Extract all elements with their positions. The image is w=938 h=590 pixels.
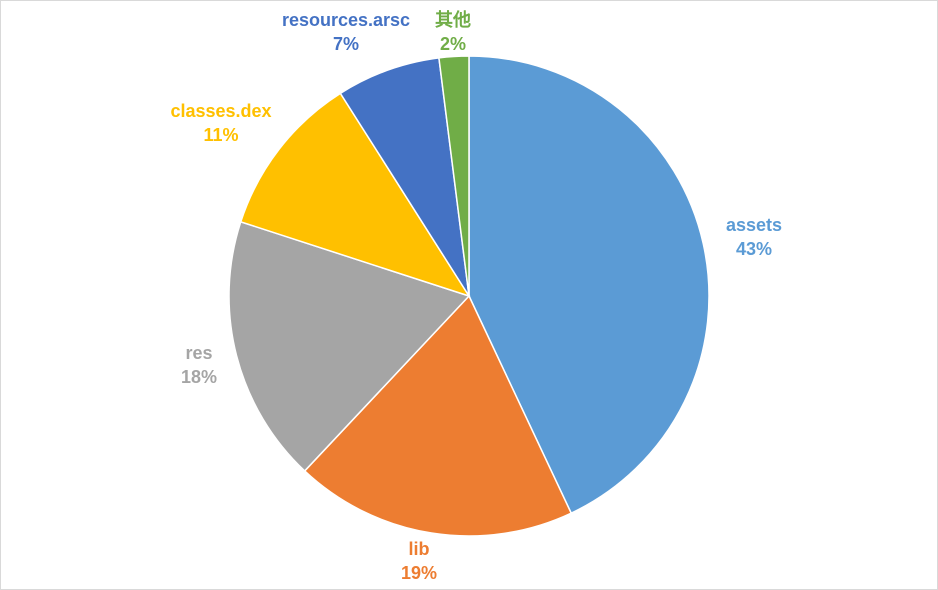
slice-name: assets [725, 215, 783, 235]
slice-label-classes-dex: classes.dex 11% [170, 99, 271, 147]
slice-name: classes.dex [170, 101, 272, 121]
slice-percent: 18% [180, 367, 218, 387]
pie-slice-lib [303, 294, 573, 537]
pie-slice-resources-arsc [339, 57, 470, 297]
slice-label-assets: assets 43% [726, 213, 782, 261]
slice-name: res [185, 343, 213, 363]
slice-percent: 19% [400, 563, 438, 583]
slice-label-other: 其他 2% [435, 8, 471, 56]
pie-slice-assets [468, 55, 710, 515]
slice-label-resources-arsc: resources.arsc 7% [282, 8, 410, 56]
slice-percent: 2% [439, 34, 466, 54]
slice-label-res: res 18% [181, 341, 217, 389]
slice-name: 其他 [435, 10, 471, 30]
slice-percent: 7% [332, 34, 359, 54]
slice-percent: 11% [203, 125, 239, 145]
pie-slice-res [228, 220, 471, 473]
slice-name: resources.arsc [281, 10, 411, 30]
slice-label-lib: lib 19% [401, 537, 437, 585]
pie-slice-other [438, 55, 470, 297]
slice-name: lib [408, 539, 430, 559]
pie-slice-classes-dex [239, 92, 471, 298]
slice-percent: 43% [735, 239, 773, 259]
pie-slices [228, 55, 710, 537]
